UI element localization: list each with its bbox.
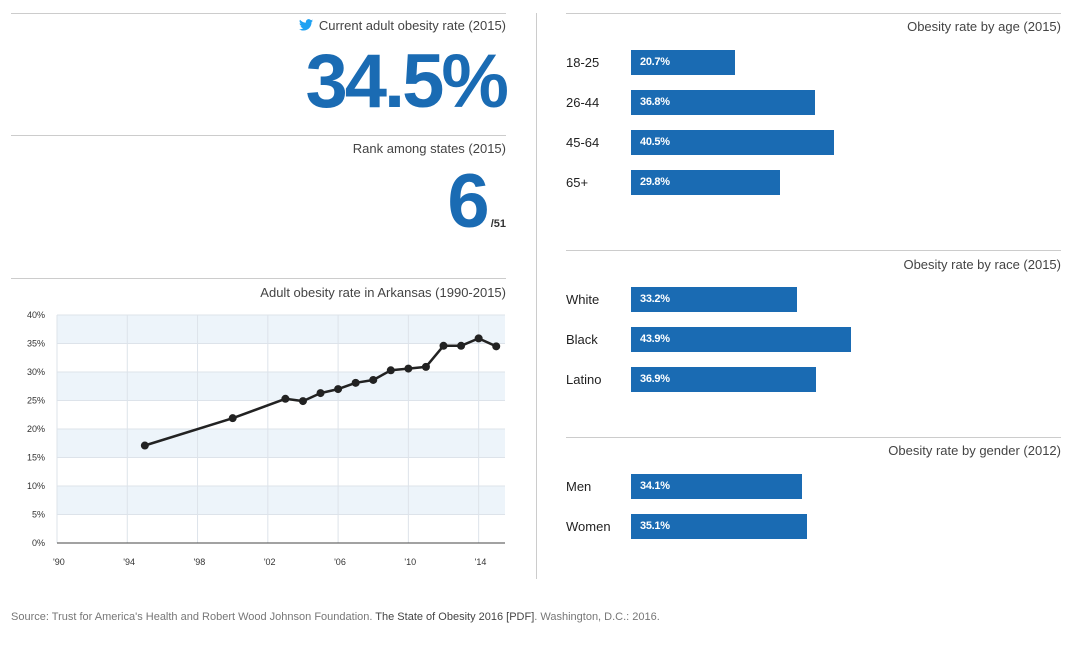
- data-point: [140, 441, 149, 450]
- age-bar-value: 40.5%: [640, 136, 670, 148]
- data-point: [351, 378, 360, 387]
- rank-block: 6/51: [447, 164, 506, 240]
- headline-header: Current adult obesity rate (2015): [11, 18, 506, 33]
- data-point: [421, 362, 430, 371]
- data-point: [369, 375, 378, 384]
- data-point: [386, 366, 395, 375]
- data-point: [316, 389, 325, 398]
- age-bar-value: 36.8%: [640, 96, 670, 108]
- data-point: [439, 341, 448, 350]
- data-point: [404, 364, 413, 373]
- divider-race: [566, 250, 1061, 251]
- age-bar: 20.7%: [631, 50, 735, 75]
- age-category-label: 65+: [566, 175, 589, 190]
- y-tick-label: 40%: [27, 310, 45, 320]
- y-tick-label: 25%: [27, 396, 45, 406]
- age-bar: 36.8%: [631, 90, 815, 115]
- gender-category-label: Men: [566, 479, 592, 494]
- headline-label: Current adult obesity rate (2015): [318, 18, 506, 33]
- race-bar: 43.9%: [631, 327, 851, 352]
- column-divider: [536, 13, 537, 579]
- rank-value: 6: [447, 159, 490, 244]
- age-category-label: 18-25: [566, 55, 600, 70]
- source-suffix: . Washington, D.C.: 2016.: [534, 611, 660, 623]
- y-tick-label: 30%: [27, 367, 45, 377]
- rank-suffix: /51: [490, 218, 506, 230]
- x-tick-label: '94: [123, 557, 135, 567]
- twitter-icon[interactable]: [298, 19, 313, 31]
- x-tick-label: '14: [475, 557, 487, 567]
- x-tick-label: '90: [53, 557, 65, 567]
- data-point: [474, 334, 483, 343]
- race-bar-value: 33.2%: [640, 293, 670, 305]
- gender-bar-value: 35.1%: [640, 520, 670, 532]
- age-bar: 40.5%: [631, 130, 834, 155]
- data-point: [334, 385, 343, 394]
- divider-age: [566, 13, 1061, 14]
- divider-top-left: [11, 13, 506, 14]
- gender-bar: 35.1%: [631, 514, 807, 539]
- gender-bar: 34.1%: [631, 474, 802, 499]
- grid-band: [57, 486, 505, 515]
- gender-bar-value: 34.1%: [640, 480, 670, 492]
- data-point: [298, 397, 307, 406]
- gender-category-label: Women: [566, 519, 611, 534]
- y-tick-label: 15%: [27, 453, 45, 463]
- x-tick-label: '10: [404, 557, 416, 567]
- y-tick-label: 5%: [32, 510, 45, 520]
- race-bar: 36.9%: [631, 367, 816, 392]
- race-bar: 33.2%: [631, 287, 797, 312]
- x-tick-label: '98: [194, 557, 206, 567]
- race-category-label: White: [566, 292, 600, 307]
- y-tick-label: 10%: [27, 481, 45, 491]
- source-title-link[interactable]: The State of Obesity 2016 [PDF]: [375, 611, 535, 623]
- data-point: [492, 342, 501, 351]
- age-bar: 29.8%: [631, 170, 780, 195]
- race-bar-value: 43.9%: [640, 333, 670, 345]
- y-tick-label: 35%: [27, 339, 45, 349]
- age-category-label: 26-44: [566, 95, 600, 110]
- source-note: Source: Trust for America's Health and R…: [11, 611, 660, 623]
- line-chart: 0% 5% 10% 15% 20% 25% 30% 35% 40% '90 '94 '98 '02 '0…: [27, 310, 505, 567]
- data-point: [281, 394, 290, 403]
- grid-band: [57, 429, 505, 458]
- data-point: [457, 341, 466, 350]
- y-tick-label: 0%: [32, 538, 45, 548]
- age-category-label: 45-64: [566, 135, 600, 150]
- age-title: Obesity rate by age (2015): [907, 19, 1061, 34]
- race-title: Obesity rate by race (2015): [903, 257, 1061, 272]
- gender-title: Obesity rate by gender (2012): [888, 443, 1061, 458]
- grid-band: [57, 372, 505, 401]
- data-point: [228, 414, 237, 423]
- grid-band: [57, 315, 505, 344]
- line-chart-title: Adult obesity rate in Arkansas (1990-201…: [260, 285, 506, 300]
- race-bar-value: 36.9%: [640, 373, 670, 385]
- divider-rank: [11, 135, 506, 136]
- source-prefix: Source: Trust for America's Health and R…: [11, 611, 376, 623]
- age-bar-value: 20.7%: [640, 56, 670, 68]
- x-tick-label: '02: [264, 557, 276, 567]
- divider-gender: [566, 437, 1061, 438]
- race-category-label: Black: [566, 332, 598, 347]
- divider-line-chart: [11, 278, 506, 279]
- race-category-label: Latino: [566, 372, 602, 387]
- rank-label: Rank among states (2015): [352, 141, 506, 156]
- x-tick-label: '06: [334, 557, 346, 567]
- headline-value: 34.5%: [305, 39, 510, 124]
- y-tick-label: 20%: [27, 424, 45, 434]
- age-bar-value: 29.8%: [640, 176, 670, 188]
